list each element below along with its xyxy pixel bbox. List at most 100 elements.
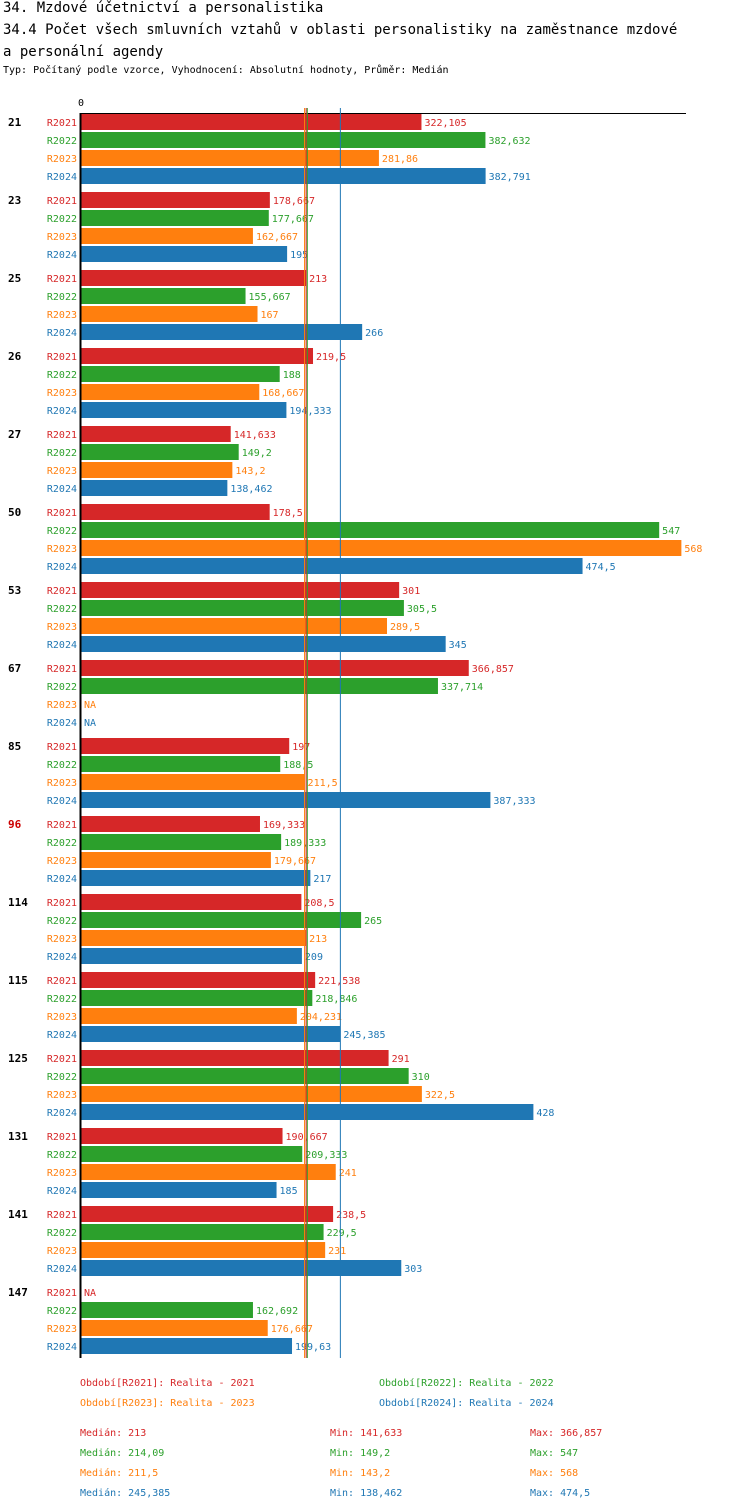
bar (81, 1206, 334, 1222)
bar (81, 1338, 293, 1354)
data-label: 219,5 (316, 352, 346, 363)
data-label: 547 (662, 526, 680, 537)
median-r2022: Medián: 214,09 (80, 1448, 165, 1459)
data-label: 218,846 (315, 994, 357, 1005)
data-label: 213 (309, 934, 327, 945)
series-label: R2024 (47, 562, 77, 573)
bar (81, 738, 290, 754)
data-label: 185 (280, 1186, 298, 1197)
bar (81, 912, 362, 928)
series-label: R2024 (47, 718, 77, 729)
chart-title-line-3: a personální agendy (3, 44, 164, 60)
category-label: 115 (8, 974, 28, 987)
data-label: 238,5 (336, 1210, 366, 1221)
bar (81, 774, 305, 790)
series-label: R2024 (47, 1264, 77, 1275)
series-label: R2021 (47, 586, 77, 597)
bar (81, 1008, 297, 1024)
series-label: R2022 (47, 682, 77, 693)
data-label: 188 (283, 370, 301, 381)
data-label: 387,333 (493, 796, 535, 807)
data-label: 322,5 (425, 1090, 455, 1101)
data-label: 169,333 (263, 820, 305, 831)
data-label: 281,86 (382, 154, 418, 165)
series-label: R2021 (47, 820, 77, 831)
bar (81, 870, 311, 886)
data-label: 155,667 (249, 292, 291, 303)
category-label: 147 (8, 1286, 28, 1299)
series-label: R2024 (47, 1030, 77, 1041)
category-label: 131 (8, 1130, 28, 1143)
chart-subtitle: Typ: Počítaný podle vzorce, Vyhodnocení:… (3, 65, 449, 76)
series-label: R2024 (47, 172, 77, 183)
bar (81, 132, 486, 148)
series-label: R2024 (47, 796, 77, 807)
series-label: R2022 (47, 1150, 77, 1161)
bar (81, 480, 228, 496)
series-label: R2024 (47, 640, 77, 651)
category-label: 50 (8, 506, 21, 519)
bar (81, 444, 239, 460)
series-label: R2023 (47, 154, 77, 165)
data-label: 366,857 (472, 664, 514, 675)
series-label: R2023 (47, 466, 77, 477)
series-label: R2021 (47, 1054, 77, 1065)
min-r2021: Min: 141,633 (330, 1428, 403, 1439)
bar (81, 402, 287, 418)
max-r2022: Max: 547 (530, 1448, 579, 1459)
series-label: R2021 (47, 508, 77, 519)
series-label: R2022 (47, 1228, 77, 1239)
min-r2022: Min: 149,2 (330, 1448, 391, 1459)
category-label: 23 (8, 194, 21, 207)
bar (81, 324, 363, 340)
bar (81, 306, 258, 322)
series-label: R2022 (47, 448, 77, 459)
series-label: R2024 (47, 1186, 77, 1197)
bar (81, 852, 271, 868)
legend-r2022: Období[R2022]: Realita - 2022 (379, 1378, 554, 1389)
data-label: 428 (536, 1108, 554, 1119)
series-label: R2022 (47, 760, 77, 771)
max-r2021: Max: 366,857 (530, 1428, 603, 1439)
data-label: 217 (313, 874, 331, 885)
bar (81, 582, 400, 598)
series-label: R2023 (47, 544, 77, 555)
category-label: 26 (8, 350, 22, 363)
series-label: R2023 (47, 1246, 77, 1257)
series-label: R2022 (47, 370, 77, 381)
bar (81, 1302, 253, 1318)
data-label: 197 (292, 742, 310, 753)
category-label: 25 (8, 272, 21, 285)
data-label: 209,333 (305, 1150, 347, 1161)
series-label: R2022 (47, 838, 77, 849)
series-label: R2023 (47, 1168, 77, 1179)
data-label: 310 (412, 1072, 430, 1083)
median-r2021: Medián: 213 (80, 1428, 147, 1439)
bar-chart: 0 21 R2021 322,105 R2022 382,632 R2023 281,86 R2… (8, 98, 702, 1358)
data-label: NA (84, 700, 96, 711)
series-label: R2021 (47, 274, 77, 285)
bar (81, 246, 288, 262)
bar (81, 660, 469, 676)
bar (81, 384, 260, 400)
series-label: R2021 (47, 196, 77, 207)
category-label: 141 (8, 1208, 28, 1221)
data-label: 266 (365, 328, 383, 339)
series-label: R2022 (47, 526, 77, 537)
data-label: 229,5 (327, 1228, 357, 1239)
series-label: R2023 (47, 856, 77, 867)
bar (81, 1164, 336, 1180)
bar (81, 270, 307, 286)
series-label: R2023 (47, 934, 77, 945)
data-label: 211,5 (308, 778, 338, 789)
bar (81, 930, 307, 946)
data-label: 141,633 (234, 430, 276, 441)
bar (81, 600, 404, 616)
bar (81, 366, 280, 382)
data-label: 204,231 (300, 1012, 342, 1023)
series-label: R2023 (47, 622, 77, 633)
series-label: R2022 (47, 1072, 77, 1083)
legend-r2023: Období[R2023]: Realita - 2023 (80, 1398, 255, 1409)
data-label: 178,5 (273, 508, 303, 519)
chart-title-line-1: 34. Mzdové účetnictví a personalistika (3, 0, 324, 16)
